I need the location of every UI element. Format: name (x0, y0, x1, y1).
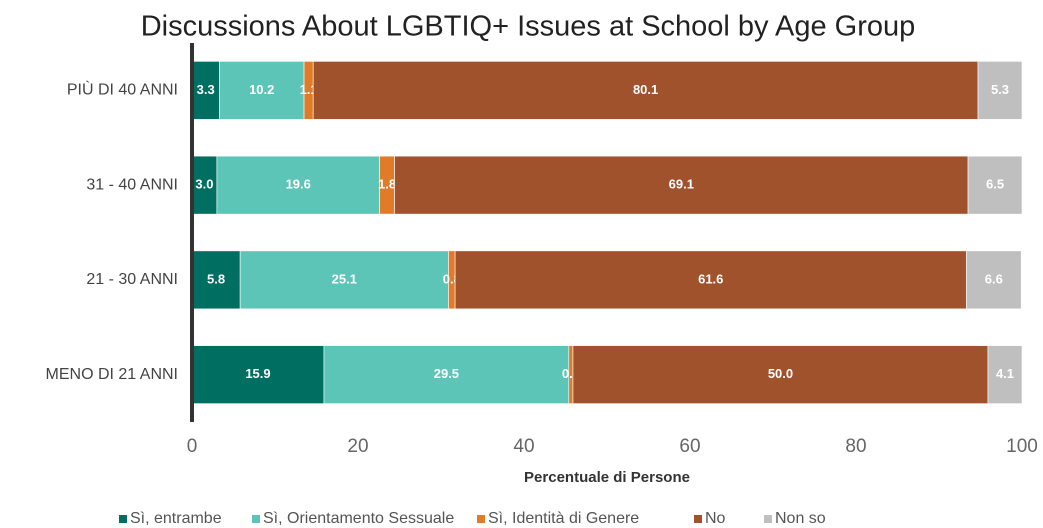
bar-segment (454, 250, 967, 310)
category-label: MENO DI 21 ANNI (46, 366, 178, 383)
value-label: 6.5 (986, 177, 1004, 192)
bar-segment (977, 61, 1023, 120)
chart-title: Discussions About LGBTIQ+ Issues at Scho… (141, 11, 916, 43)
x-tick-label: 100 (1006, 436, 1038, 457)
bar-segment (967, 155, 1023, 215)
bar-segment (191, 250, 241, 310)
value-label: 1.8 (378, 177, 396, 192)
x-tick-label: 0 (187, 436, 198, 457)
legend-label: Sì, entrambe (130, 510, 222, 527)
legend-swatch (119, 515, 127, 523)
value-label: 25.1 (332, 271, 357, 286)
x-tick-label: 60 (679, 436, 700, 457)
category-label: 31 - 40 ANNI (86, 176, 178, 193)
bar-segment (966, 250, 1022, 310)
legend-label: Sì, Identità di Genere (488, 510, 639, 527)
bar-segment (312, 61, 979, 120)
value-label: 19.6 (286, 177, 311, 192)
bar-segment (191, 61, 220, 120)
value-label: 3.0 (195, 177, 213, 192)
legend-swatch (694, 515, 702, 523)
value-label: 29.5 (434, 366, 459, 381)
bar-segment (216, 155, 380, 215)
value-label: 69.1 (669, 177, 694, 192)
value-label: 3.3 (197, 82, 215, 97)
value-label: 5.8 (207, 271, 225, 286)
value-label: 15.9 (245, 366, 270, 381)
bar-segment (219, 61, 305, 120)
value-label: 50.0 (768, 366, 793, 381)
legend-swatch (477, 515, 485, 523)
x-axis-title: Percentuale di Persone (524, 469, 690, 486)
category-label: PIÙ DI 40 ANNI (67, 80, 178, 99)
legend-swatch (764, 515, 772, 523)
category-label: 21 - 30 ANNI (86, 271, 178, 288)
bar-segment (394, 155, 969, 215)
bar-segment (572, 345, 989, 404)
legend-label: Sì, Orientamento Sessuale (263, 510, 454, 527)
bar-segment (323, 345, 570, 404)
value-label: 61.6 (698, 271, 723, 286)
bar-segment (987, 345, 1023, 404)
bar-segment (191, 155, 218, 215)
value-label: 10.2 (249, 82, 274, 97)
legend-label: No (705, 510, 726, 527)
bar-segment (239, 250, 449, 310)
legend-swatch (252, 515, 260, 523)
x-tick-label: 80 (845, 436, 866, 457)
x-tick-label: 40 (513, 436, 534, 457)
x-tick-label: 20 (347, 436, 368, 457)
bar-segment (191, 345, 325, 404)
legend-label: Non so (775, 510, 826, 527)
value-label: 5.3 (991, 82, 1009, 97)
value-label: 80.1 (633, 82, 658, 97)
value-label: 6.6 (985, 271, 1003, 286)
value-label: 4.1 (996, 366, 1014, 381)
